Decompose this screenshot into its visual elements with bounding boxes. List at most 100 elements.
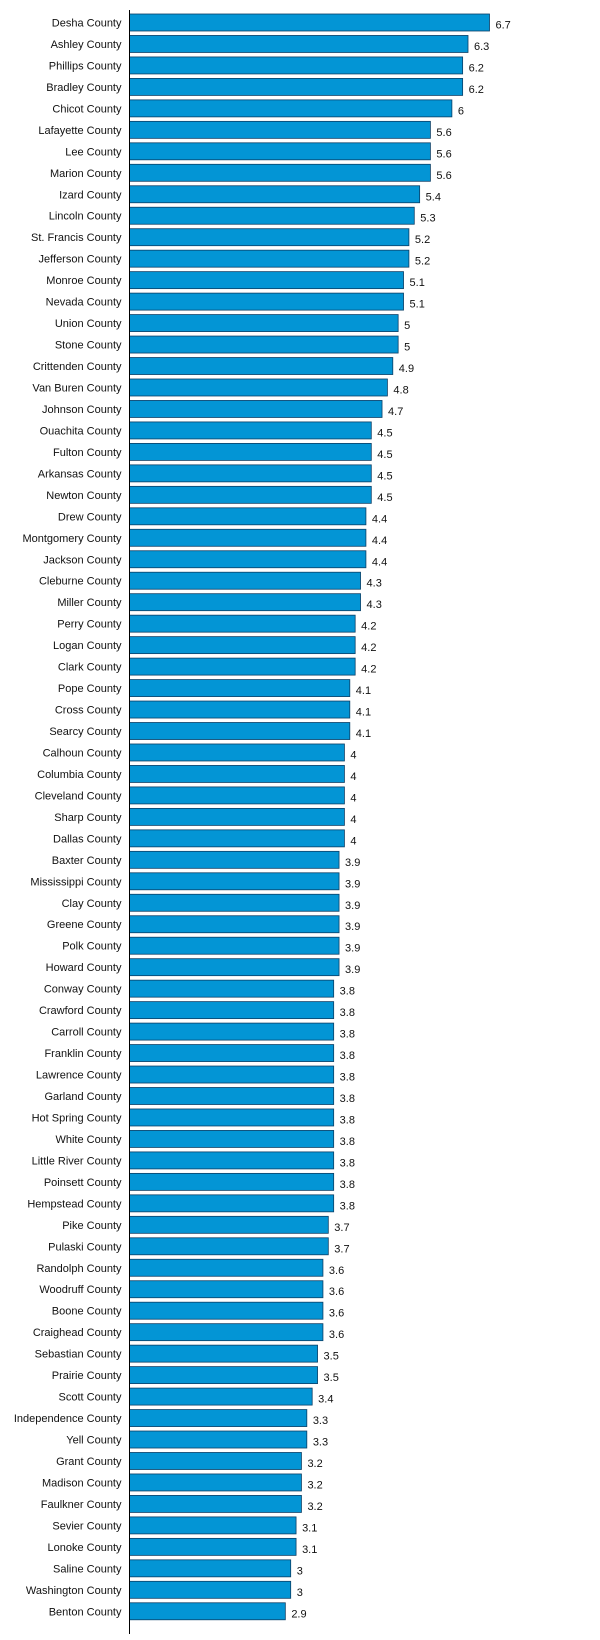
category-label: Arkansas County: [38, 468, 122, 480]
category-label: Cross County: [55, 705, 122, 717]
bar: [129, 335, 399, 354]
bar: [129, 507, 367, 526]
category-label: Pike County: [62, 1220, 122, 1232]
value-label: 3: [297, 1587, 303, 1599]
value-label: 4.5: [377, 427, 392, 439]
value-label: 3.8: [340, 1007, 355, 1019]
category-label: Independence County: [14, 1413, 122, 1425]
bar: [129, 1516, 297, 1535]
category-label: Jackson County: [43, 554, 122, 566]
bar: [129, 249, 410, 268]
bar: [129, 99, 453, 118]
bar: [129, 1044, 335, 1062]
category-label: Yell County: [66, 1435, 122, 1447]
category-label: Baxter County: [52, 855, 122, 867]
value-label: 4.1: [356, 707, 371, 719]
bar: [129, 636, 356, 655]
bar: [129, 1452, 302, 1470]
bar: [129, 679, 351, 697]
bar: [129, 1001, 335, 1020]
value-label: 4.7: [388, 406, 403, 418]
value-label: 6: [458, 105, 464, 117]
value-label: 5.4: [426, 191, 441, 203]
value-label: 3.7: [334, 1243, 349, 1255]
category-label: Conway County: [44, 984, 122, 996]
value-label: 2.9: [291, 1608, 306, 1620]
value-label: 3.2: [307, 1479, 322, 1491]
value-label: 3.8: [340, 1050, 355, 1062]
bar: [129, 936, 340, 955]
value-label: 3.5: [324, 1351, 339, 1363]
bar: [129, 1108, 335, 1127]
category-label: Howard County: [46, 962, 122, 974]
value-label: 4.3: [367, 599, 382, 611]
category-label: Clark County: [58, 662, 122, 674]
value-label: 4.5: [377, 470, 392, 482]
category-label: Cleburne County: [39, 576, 122, 588]
value-label: 3.8: [340, 1200, 355, 1212]
value-label: 3.3: [313, 1437, 328, 1449]
category-label: Columbia County: [37, 769, 122, 781]
category-label: Washington County: [26, 1585, 122, 1597]
value-label: 3.1: [302, 1522, 317, 1534]
bar: [129, 485, 372, 504]
category-label: Bradley County: [46, 82, 122, 94]
value-label: 5: [404, 320, 410, 332]
bar: [129, 357, 394, 375]
category-label: Woodruff County: [39, 1284, 122, 1296]
value-label: 5.1: [410, 299, 425, 311]
bar: [129, 442, 372, 461]
bar: [129, 829, 345, 848]
bar: [129, 35, 469, 53]
value-label: 4.2: [361, 642, 376, 654]
bar: [129, 163, 431, 182]
category-label: Monroe County: [46, 275, 122, 287]
value-label: 4.2: [361, 621, 376, 633]
value-label: 3.8: [340, 1093, 355, 1105]
value-labels: 6.7 6.3 6.2 6.2 6 5.6 5.6 5.6 5.4 5.3 5.2 5.2 5.1 5.1…: [291, 20, 510, 1621]
bar: [129, 1344, 318, 1363]
value-label: 4.1: [356, 728, 371, 740]
category-label: Saline County: [53, 1563, 122, 1575]
category-label: Marion County: [50, 168, 122, 180]
bar: [129, 292, 404, 311]
value-label: 5.2: [415, 256, 430, 268]
value-label: 3.6: [329, 1265, 344, 1277]
bars-group: [129, 13, 490, 1621]
bar: [129, 1215, 329, 1234]
category-label: White County: [55, 1134, 122, 1146]
bar: [129, 206, 415, 225]
bar: [129, 1194, 335, 1213]
bar: [129, 700, 351, 719]
bar: [129, 1258, 324, 1277]
value-label: 5.6: [436, 148, 451, 160]
value-label: 6.2: [469, 84, 484, 96]
value-label: 3.4: [318, 1394, 333, 1406]
bar: [129, 743, 345, 762]
value-label: 3.9: [345, 857, 360, 869]
value-label: 3.8: [340, 1179, 355, 1191]
category-label: Ashley County: [51, 39, 122, 51]
value-label: 3.2: [307, 1501, 322, 1513]
value-label: 5.3: [420, 213, 435, 225]
value-label: 4.3: [367, 578, 382, 590]
value-label: 4: [350, 814, 356, 826]
category-label: Hempstead County: [27, 1198, 122, 1210]
value-label: 3: [297, 1565, 303, 1577]
bar: [129, 722, 351, 740]
bar: [129, 56, 464, 75]
bar: [129, 657, 356, 676]
category-label: Sebastian County: [35, 1349, 122, 1361]
value-label: 3.6: [329, 1308, 344, 1320]
value-label: 3.9: [345, 878, 360, 890]
bar: [129, 1087, 335, 1105]
bar: [129, 271, 404, 290]
category-label: Mississippi County: [30, 876, 122, 888]
category-label: Pulaski County: [48, 1241, 122, 1253]
bar: [129, 1602, 286, 1621]
category-label: Fulton County: [53, 447, 122, 459]
bar: [129, 850, 340, 869]
category-label: Faulkner County: [41, 1499, 122, 1511]
bar: [129, 893, 340, 912]
category-label: Drew County: [58, 511, 122, 523]
